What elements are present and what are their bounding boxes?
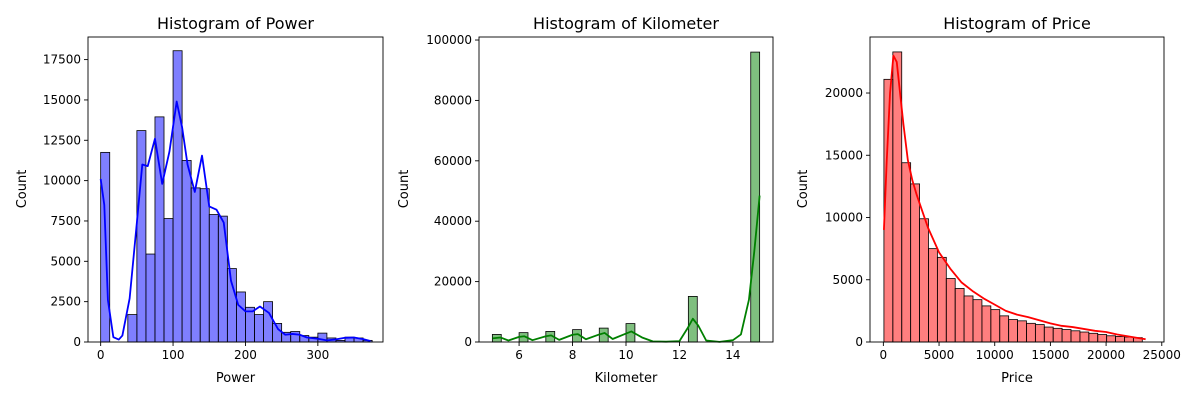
histogram-bar [1115, 335, 1125, 343]
y-tick-label: 60000 [434, 154, 472, 168]
y-tick-label: 20000 [825, 86, 863, 100]
histogram-bar [136, 130, 147, 343]
histogram-bar [750, 51, 761, 343]
kilometer-histogram-panel: Histogram of Kilometer Kilometer Count 6… [397, 14, 774, 386]
y-tick-label: 80000 [434, 93, 472, 107]
y-tick-label: 17500 [43, 53, 81, 67]
histogram-bar [910, 183, 920, 343]
kde-curve [492, 195, 761, 343]
histogram-bar [127, 314, 138, 343]
histogram-bar [963, 295, 974, 343]
x-tick-label: 200 [234, 348, 257, 362]
histogram-bar [1106, 335, 1116, 343]
histogram-bar [1088, 332, 1099, 343]
y-tick-label: 40000 [434, 214, 472, 228]
histogram-bar [1070, 330, 1081, 343]
histogram-bar [190, 187, 201, 343]
histogram-bar [163, 218, 174, 343]
chart-title: Histogram of Kilometer [533, 14, 719, 33]
x-tick-label: 10 [618, 348, 633, 362]
y-tick-label: 15000 [825, 148, 863, 162]
chart-title: Histogram of Price [943, 14, 1091, 33]
histogram-bar [1026, 322, 1036, 343]
power-histogram-panel: Histogram of Power Power Count 0 100 200 30… [15, 14, 384, 386]
histogram-bar [990, 309, 1001, 343]
y-tick-label: 10000 [825, 211, 863, 225]
x-axis-label: Price [1001, 371, 1033, 386]
histogram-bar [263, 301, 273, 343]
histogram-bar [1079, 331, 1090, 343]
y-tick-label: 2500 [50, 295, 81, 309]
chart-title: Histogram of Power [157, 14, 314, 33]
histogram-bar [208, 214, 219, 343]
x-tick-label: 14 [725, 348, 740, 362]
histogram-bar [1017, 320, 1027, 343]
x-axis-label: Kilometer [595, 371, 658, 386]
y-tick-label: 5000 [50, 254, 81, 268]
histogram-bar [254, 314, 264, 343]
y-tick-label: 12500 [43, 133, 81, 147]
x-tick-label: 12 [672, 348, 687, 362]
plot-frame [478, 36, 774, 343]
y-axis-label: Count [397, 170, 412, 209]
y-tick-label: 20000 [434, 275, 472, 289]
x-tick-label: 0 [880, 348, 888, 362]
histogram-bar [999, 315, 1010, 343]
histogram-bar [235, 291, 246, 343]
histogram-bar [145, 253, 156, 343]
x-tick-label: 300 [306, 348, 329, 362]
histogram-bar [1008, 319, 1018, 343]
plot-frame [87, 36, 384, 343]
histogram-bar [919, 218, 929, 343]
histogram-bar [981, 305, 992, 343]
histogram-bar [1061, 329, 1072, 343]
y-axis-label: Count [796, 170, 811, 209]
histogram-bar [901, 162, 912, 343]
x-tick-label: 0 [97, 348, 105, 362]
histogram-bar [1097, 334, 1108, 343]
x-tick-label: 100 [162, 348, 185, 362]
x-tick-label: 15000 [1031, 348, 1069, 362]
plot-frame [869, 36, 1165, 343]
histogram-bar [181, 160, 192, 343]
x-tick-label: 6 [515, 348, 523, 362]
histogram-bar [954, 288, 965, 343]
y-tick-label: 5000 [832, 273, 863, 287]
histogram-bar [972, 299, 983, 343]
x-tick-label: 8 [569, 348, 577, 362]
y-tick-label: 10000 [43, 174, 81, 188]
price-histogram-panel: Histogram of Price Price Count 0 5000 1000… [796, 14, 1181, 386]
y-tick-label: 0 [73, 335, 81, 349]
x-tick-label: 25000 [1143, 348, 1181, 362]
x-axis-label: Power [216, 371, 256, 386]
kde-curve [99, 100, 371, 342]
y-tick-label: 0 [855, 335, 863, 349]
x-tick-label: 5000 [924, 348, 955, 362]
histogram-bar [226, 268, 237, 343]
kde-curve [883, 54, 1146, 341]
histogram-bar [936, 256, 947, 343]
y-axis-label: Count [15, 170, 30, 209]
histogram-bar [945, 278, 956, 343]
histogram-bar [172, 50, 183, 343]
histogram-bar [1034, 324, 1045, 343]
histogram-bar [1043, 326, 1054, 343]
y-tick-label: 7500 [50, 214, 81, 228]
histogram-bar [199, 188, 210, 343]
histogram-bar [928, 248, 938, 343]
x-tick-label: 10000 [976, 348, 1014, 362]
histogram-bar [245, 306, 255, 343]
histogram-bar [1052, 327, 1063, 343]
y-tick-label: 15000 [43, 93, 81, 107]
y-tick-label: 100000 [426, 33, 472, 47]
x-tick-label: 20000 [1087, 348, 1125, 362]
y-tick-label: 0 [464, 335, 472, 349]
